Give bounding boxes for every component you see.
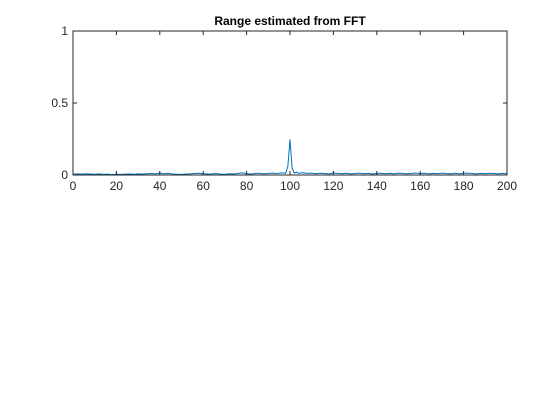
x-tick-label: 160 [410, 179, 430, 193]
x-tick-label: 40 [153, 179, 167, 193]
axes-background [73, 31, 507, 175]
series-line-0 [72, 139, 508, 176]
x-tick-label: 20 [110, 179, 124, 193]
y-tick-label: 1 [61, 24, 68, 38]
x-tick-label: 0 [70, 179, 77, 193]
x-tick-label: 200 [497, 179, 517, 193]
x-tick-label: 120 [323, 179, 343, 193]
ticks-layer: 0 20 40 60 80 100 120 140 160 180 200 0 0.5 1 [51, 24, 517, 193]
x-tick-label: 140 [367, 179, 387, 193]
y-tick-label: 0 [61, 168, 68, 182]
x-tick-label: 60 [197, 179, 211, 193]
x-tick-label: 180 [454, 179, 474, 193]
y-tick-label: 0.5 [51, 96, 68, 110]
x-tick-label: 80 [240, 179, 254, 193]
x-tick-label: 100 [280, 179, 300, 193]
chart-title: Range estimated from FFT [214, 14, 366, 28]
data-layer [72, 139, 508, 176]
